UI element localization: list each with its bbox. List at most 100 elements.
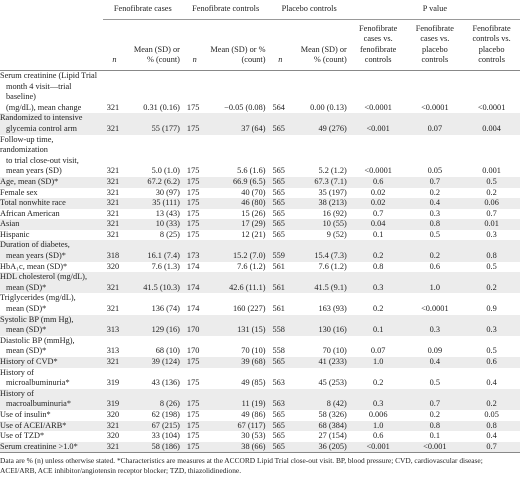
- table-row: History of macroalbuminuria* 319 8 (26) 175 1…: [0, 388, 520, 410]
- cell-p-controls-vs-placebo: 0.05: [484, 409, 499, 419]
- cell-value-fen-controls: 30 (53): [241, 431, 266, 441]
- cell-n-placebo: 561: [272, 304, 285, 314]
- cell-n-placebo: 565: [272, 420, 285, 430]
- cell-value-fen-controls: 15.2 (7.0): [233, 251, 266, 261]
- cell-n-placebo: 558: [272, 325, 285, 335]
- cell-value-fen-controls: 42.6 (11.1): [229, 282, 266, 292]
- cell-n-fen-controls: 174: [186, 304, 200, 314]
- cell-value-fen-cases: 129 (16): [151, 325, 180, 335]
- row-label-line: Female sex: [0, 187, 38, 197]
- cell-n-fen-controls: 175: [186, 441, 200, 451]
- header-placebo-controls: Placebo controls: [268, 0, 350, 20]
- row-label: Total nonwhite race: [0, 198, 103, 209]
- cell-p-cases-vs-placebo: 0.2: [429, 251, 441, 261]
- cell-value-placebo: 16 (92): [322, 208, 347, 218]
- row-label-line: Asian: [0, 219, 20, 229]
- cell-n-placebo: 565: [272, 219, 285, 229]
- table-row: Age, mean (SD)* 321 67.2 (6.2) 175 66.9 (6.5…: [0, 176, 520, 188]
- cell-value-fen-cases: 0.31 (0.16): [143, 102, 180, 112]
- row-label: Use of insulin*: [0, 410, 103, 421]
- cell-value-fen-controls: 40 (70): [241, 187, 266, 197]
- table-row: History of CVD* 321 39 (124) 175 39 (68) 565 4…: [0, 357, 520, 368]
- cell-p-cases-vs-controls: 0.02: [370, 198, 386, 208]
- cell-p-controls-vs-placebo: <0.0001: [477, 102, 506, 112]
- cell-p-cases-vs-placebo: 0.5: [429, 378, 441, 388]
- row-label-line: Age, mean (SD)*: [0, 176, 59, 186]
- cell-value-fen-cases: 13 (43): [155, 208, 180, 218]
- cell-value-fen-cases: 39 (124): [151, 357, 180, 366]
- cell-p-cases-vs-controls: 0.02: [370, 187, 386, 197]
- cell-n-fen-cases: 321: [106, 282, 120, 292]
- cell-p-cases-vs-controls: 0.2: [372, 304, 384, 314]
- cell-n-placebo: 565: [272, 357, 285, 366]
- cell-n-fen-controls: 175: [186, 409, 200, 419]
- cell-value-placebo: 130 (16): [318, 325, 347, 335]
- cell-value-placebo: 58 (326): [318, 409, 347, 419]
- cell-n-fen-controls: 175: [186, 166, 200, 176]
- cell-p-controls-vs-placebo: 0.9: [486, 304, 497, 314]
- cell-p-controls-vs-placebo: 0.2: [486, 187, 497, 197]
- row-label-line: HbA₁c, mean (SD)*: [0, 261, 68, 271]
- cell-value-placebo: 36 (205): [318, 441, 347, 451]
- cell-n-fen-controls: 174: [186, 261, 200, 271]
- cell-p-controls-vs-placebo: 0.8: [486, 420, 497, 430]
- cell-value-placebo: 67.3 (7.1): [314, 176, 347, 186]
- cell-p-cases-vs-controls: <0.001: [366, 441, 390, 451]
- cell-value-fen-controls: −0.05 (0.08): [224, 102, 266, 112]
- cell-n-fen-controls: 170: [186, 325, 200, 335]
- cell-value-fen-controls: 15 (26): [241, 208, 266, 218]
- cell-p-cases-vs-controls: 0.1: [372, 229, 384, 239]
- cell-p-cases-vs-controls: 0.04: [370, 219, 386, 229]
- header-mean: Mean (SD) or % (count): [300, 44, 347, 65]
- row-label: Follow-up time, randomization to trial cl…: [0, 135, 103, 177]
- cell-p-controls-vs-placebo: 0.5: [486, 176, 497, 186]
- row-label: HDL cholesterol (mg/dL), mean (SD)*: [0, 272, 103, 293]
- table-body: Serum creatinine (Lipid Trial month 4 vis…: [0, 70, 520, 453]
- cell-n-fen-cases: 318: [106, 251, 120, 261]
- row-label-line: macroalbuminuria*: [6, 399, 71, 409]
- cell-p-cases-vs-placebo: 0.1: [429, 431, 441, 441]
- cell-p-controls-vs-placebo: 0.2: [486, 399, 497, 409]
- row-label-line: Duration of diabetes,: [0, 240, 70, 250]
- cell-n-placebo: 563: [272, 378, 285, 388]
- header-p-controls-vs-placebo: Fenofibrate controls vs. placebo control…: [472, 23, 511, 65]
- cell-value-placebo: 35 (197): [318, 187, 347, 197]
- table-row: Total nonwhite race 321 35 (111) 175 46 (80)…: [0, 198, 520, 209]
- row-label: Serum creatinine (Lipid Trial month 4 vis…: [0, 70, 103, 113]
- cell-value-placebo: 38 (213): [318, 198, 347, 208]
- table-row: Female sex 321 30 (97) 175 40 (70) 565 35 (197…: [0, 188, 520, 199]
- cell-value-placebo: 8 (42): [326, 399, 347, 409]
- row-label-line: microalbuminuria*: [6, 378, 70, 388]
- cell-value-fen-cases: 8 (25): [159, 229, 180, 239]
- cell-value-fen-cases: 67.2 (6.2): [147, 176, 180, 186]
- cell-n-fen-cases: 321: [106, 166, 120, 176]
- cell-n-fen-controls: 174: [186, 282, 200, 292]
- header-n: n: [192, 55, 197, 65]
- cell-n-fen-cases: 313: [106, 346, 120, 356]
- cell-p-controls-vs-placebo: 0.01: [484, 219, 499, 229]
- cell-p-cases-vs-placebo: <0.001: [423, 441, 447, 451]
- cell-value-fen-cases: 10 (33): [155, 219, 180, 229]
- cell-value-placebo: 41 (233): [318, 357, 347, 366]
- header-p-cases-vs-controls: Fenofibrate cases vs. fenofibrate contro…: [359, 23, 398, 65]
- cell-p-controls-vs-placebo: 0.3: [486, 229, 497, 239]
- row-label-line: to trial close-out visit,: [6, 155, 79, 165]
- cell-n-fen-cases: 319: [106, 378, 120, 388]
- row-label: Asian: [0, 219, 103, 230]
- cell-p-controls-vs-placebo: 0.5: [486, 346, 497, 356]
- cell-p-cases-vs-placebo: 0.4: [429, 198, 441, 208]
- cell-value-fen-cases: 62 (198): [151, 409, 180, 419]
- row-label-line: Diastolic BP (mmHg),: [0, 335, 75, 345]
- cell-value-placebo: 70 (10): [322, 346, 347, 356]
- cell-n-fen-cases: 321: [106, 219, 120, 229]
- cell-n-fen-cases: 321: [106, 229, 120, 239]
- table-row: Triglycerides (mg/dL), mean (SD)* 321 136 (…: [0, 293, 520, 314]
- cell-n-fen-cases: 321: [106, 441, 120, 451]
- cell-value-fen-controls: 67 (117): [237, 420, 266, 430]
- table-header: Fenofibrate cases Fenofibrate controls P…: [0, 0, 520, 71]
- row-label: Diastolic BP (mmHg), mean (SD)*: [0, 336, 103, 357]
- cell-p-controls-vs-placebo: 0.4: [486, 431, 497, 441]
- cell-value-fen-controls: 37 (64): [241, 123, 266, 133]
- cell-n-fen-controls: 170: [186, 346, 200, 356]
